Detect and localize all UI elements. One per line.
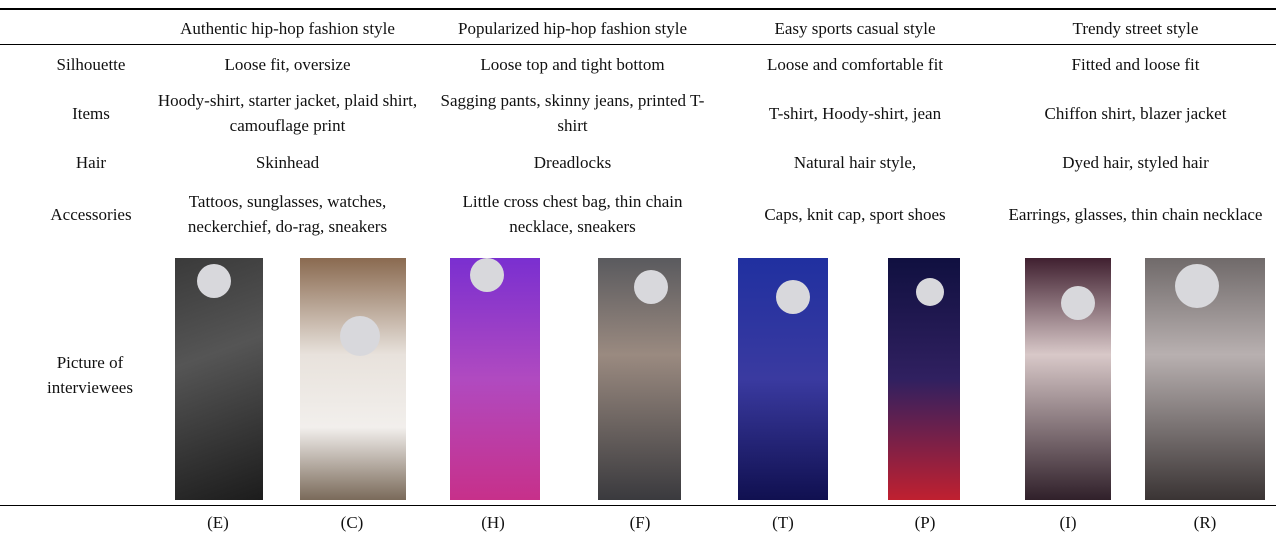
row-label: Silhouette [56,54,126,74]
table-cell: Caps, knit cap, sport shoes [764,204,946,224]
photo-caption: (R) [1193,512,1217,532]
table-cell: Loose and comfortable fit [766,54,944,74]
row-label: Hair [75,152,107,172]
column-header: Trendy street style [1072,18,1199,38]
table-cell: Natural hair style, [793,152,917,172]
table-cell: Little cross chest bag, thin chain neckl… [462,192,683,236]
photo-caption: (I) [1059,512,1077,532]
column-header: Easy sports casual style [774,18,936,38]
photo [1145,258,1265,500]
photo [738,258,828,500]
photo [598,258,681,500]
photo [1025,258,1111,500]
photo-caption: (C) [340,512,364,532]
table-cell: Dyed hair, styled hair [1062,152,1209,172]
table-cell: Earrings, glasses, thin chain necklace [1008,204,1263,224]
table-cell: Fitted and loose fit [1071,54,1200,74]
top-rule [0,8,1276,10]
photo [300,258,406,500]
photo-caption: (P) [914,512,936,532]
table-cell: Loose fit, oversize [224,54,351,74]
table-cell: Loose top and tight bottom [480,54,665,74]
photo [175,258,263,500]
bottom-rule [0,505,1276,506]
photo-caption: (E) [207,512,229,532]
header-rule [0,44,1276,45]
column-header: Authentic hip-hop fashion style [180,18,395,38]
row-label: Accessories [50,204,132,224]
column-header: Popularized hip-hop fashion style [458,18,687,38]
table-cell: Chiffon shirt, blazer jacket [1044,103,1227,123]
photo-caption: (T) [772,512,794,532]
table-cell: Skinhead [255,152,320,172]
table-cell: T-shirt, Hoody-shirt, jean [768,103,942,123]
table-cell: Tattoos, sunglasses, watches, neckerchie… [187,192,388,236]
table-cell: Dreadlocks [533,152,612,172]
photo [888,258,960,500]
photo-caption: (H) [481,512,505,532]
table-cell: Sagging pants, skinny jeans, printed T-s… [440,91,705,135]
row-label: Picture of interviewees [47,353,133,397]
table-cell: Hoody-shirt, starter jacket, plaid shirt… [157,91,418,135]
photo-caption: (F) [629,512,651,532]
row-label: Items [72,103,110,123]
photo [450,258,540,500]
